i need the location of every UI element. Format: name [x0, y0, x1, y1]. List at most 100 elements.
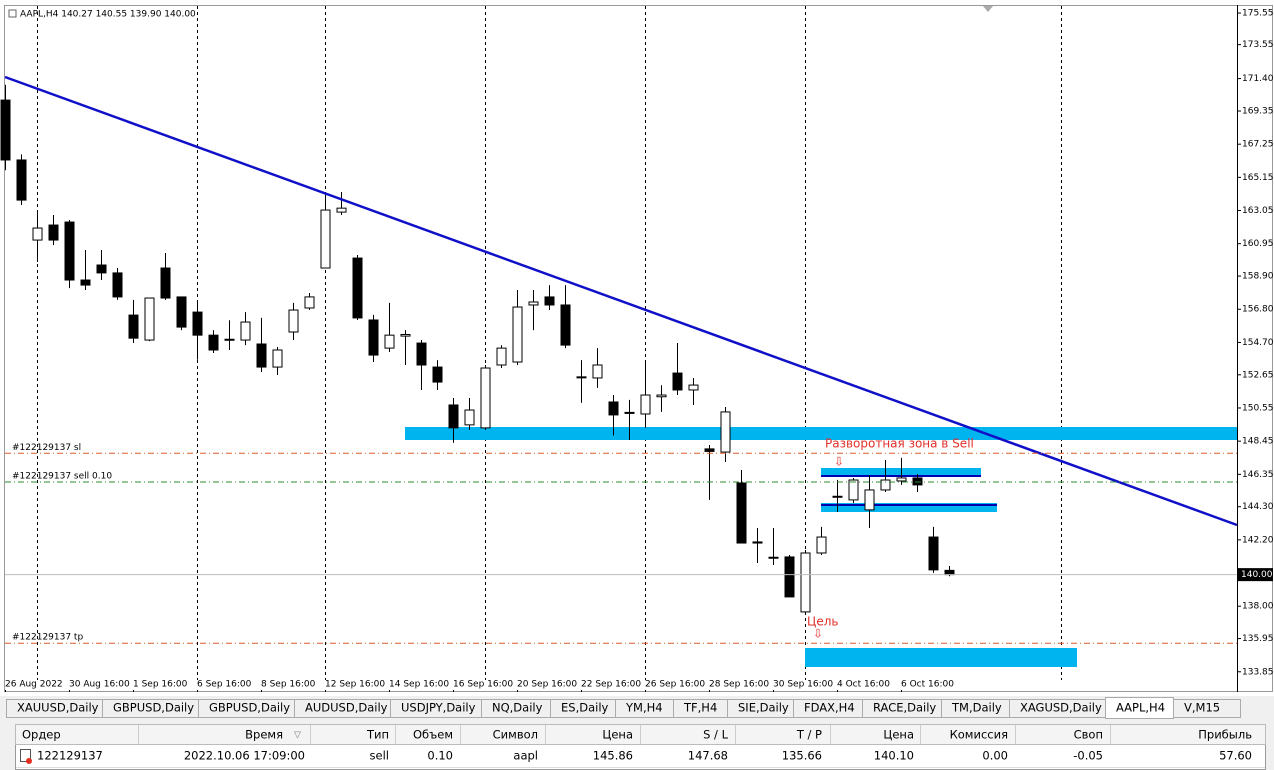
order-icon	[20, 749, 31, 762]
candle-body	[336, 207, 347, 213]
order-label: #122129137 sl	[12, 443, 81, 453]
cell: 122129137	[37, 749, 103, 763]
candle-body	[896, 477, 907, 482]
candle-body	[32, 227, 43, 241]
candle-body	[64, 221, 75, 281]
candle-body	[368, 319, 379, 356]
candle-body	[720, 411, 731, 453]
candle-body	[432, 366, 443, 383]
candle-body	[592, 364, 603, 379]
trend-line	[4, 75, 1238, 527]
candle-body	[80, 279, 91, 286]
column-header[interactable]: Своп	[1074, 728, 1103, 742]
tab-label: TM,Daily	[951, 701, 1002, 715]
y-tick-label: 135.95	[1242, 634, 1274, 644]
y-tick-label: 156.80	[1242, 305, 1274, 315]
candle-body	[320, 209, 331, 269]
x-tick-label: 6 Oct 16:00	[901, 680, 954, 690]
candle-body	[560, 304, 571, 346]
tab-label: YM,H4	[625, 701, 663, 715]
candle-body	[0, 99, 11, 161]
candle-body	[208, 334, 219, 351]
candle-body	[656, 394, 667, 398]
tab-label: TF,H4	[683, 701, 717, 715]
tab-label: AUDUSD,Daily	[305, 701, 388, 715]
candle-body	[640, 394, 651, 415]
x-tick-label: 4 Oct 16:00	[837, 680, 890, 690]
cell: sell	[370, 749, 389, 763]
y-tick-label: 160.95	[1242, 239, 1274, 249]
shift-marker	[983, 6, 993, 12]
arrow: ⇩	[813, 627, 823, 641]
column-header[interactable]: Тип	[366, 728, 389, 742]
x-tick-label: 12 Sep 16:00	[325, 680, 385, 690]
tab-label: GBPUSD,Daily	[113, 701, 194, 715]
bid-label: 140.00	[1241, 570, 1273, 580]
column-header[interactable]: S / L	[703, 728, 728, 742]
column-header[interactable]: Цена	[883, 728, 914, 742]
candle-body	[752, 541, 763, 544]
candle-body	[544, 296, 555, 306]
tab-label: V,M15	[1184, 701, 1220, 715]
cell: 0.10	[427, 749, 453, 763]
x-tick-label: 6 Sep 16:00	[197, 680, 252, 690]
chart-frame	[4, 5, 1273, 692]
y-tick-label: 167.25	[1242, 140, 1274, 150]
column-header[interactable]: Объем	[413, 728, 453, 742]
candle-body	[96, 264, 107, 274]
candle-body	[240, 321, 251, 341]
candle-body	[304, 296, 315, 309]
candle-body	[496, 347, 507, 366]
x-tick-label: 26 Aug 2022	[5, 680, 63, 690]
tab-label: AAPL,H4	[1116, 701, 1165, 715]
candle-body	[288, 309, 299, 333]
y-tick-label: 148.45	[1242, 437, 1274, 447]
chart-title: AAPL,H4 140.27 140.55 139.90 140.00	[20, 10, 196, 20]
cell: 147.68	[688, 749, 728, 763]
candle-body	[704, 448, 715, 452]
candle-body	[912, 477, 923, 486]
x-tick-label: 1 Sep 16:00	[133, 680, 188, 690]
candle-body	[448, 404, 459, 429]
cell: 140.10	[874, 749, 914, 763]
cell: 2022.10.06 17:09:00	[184, 749, 305, 763]
candle-body	[928, 536, 939, 571]
chart-bg	[0, 0, 1274, 696]
x-tick-label: 30 Sep 16:00	[773, 680, 833, 690]
candle-body	[48, 224, 59, 241]
column-header[interactable]: Цена	[602, 728, 633, 742]
x-tick-label: 16 Sep 16:00	[453, 680, 513, 690]
candle-body	[880, 479, 891, 491]
cell: 0.00	[982, 749, 1008, 763]
order-icon-dot	[26, 758, 32, 764]
column-header[interactable]: T / P	[796, 728, 822, 742]
x-tick-label: 20 Sep 16:00	[517, 680, 577, 690]
x-tick-label: 30 Aug 16:00	[69, 680, 130, 690]
y-tick-label: 165.15	[1242, 173, 1274, 183]
candle-body	[384, 334, 395, 349]
candle-body	[272, 349, 283, 368]
y-tick-label: 142.20	[1242, 535, 1274, 545]
x-tick-label: 14 Sep 16:00	[389, 680, 449, 690]
column-header[interactable]: Прибыль	[1198, 728, 1252, 742]
candle-body	[624, 411, 635, 414]
candle-body	[400, 334, 411, 337]
column-header[interactable]: Время	[245, 728, 283, 742]
tab-label: SIE,Daily	[738, 701, 789, 715]
candle-body	[816, 536, 827, 554]
x-tick-label: 28 Sep 16:00	[709, 680, 769, 690]
candle-body	[608, 401, 619, 416]
y-tick-label: 144.30	[1242, 502, 1274, 512]
candle-body	[528, 301, 539, 306]
tab[interactable]	[1173, 699, 1241, 718]
candle-body	[736, 482, 747, 544]
candle-body	[352, 257, 363, 319]
column-header[interactable]: Комиссия	[950, 728, 1008, 742]
tab-label: ES,Daily	[561, 701, 609, 715]
candle-body	[128, 314, 139, 339]
tab-label: FDAX,H4	[804, 701, 855, 715]
column-header[interactable]: Символ	[493, 728, 538, 742]
column-header[interactable]: Ордер	[22, 728, 61, 742]
